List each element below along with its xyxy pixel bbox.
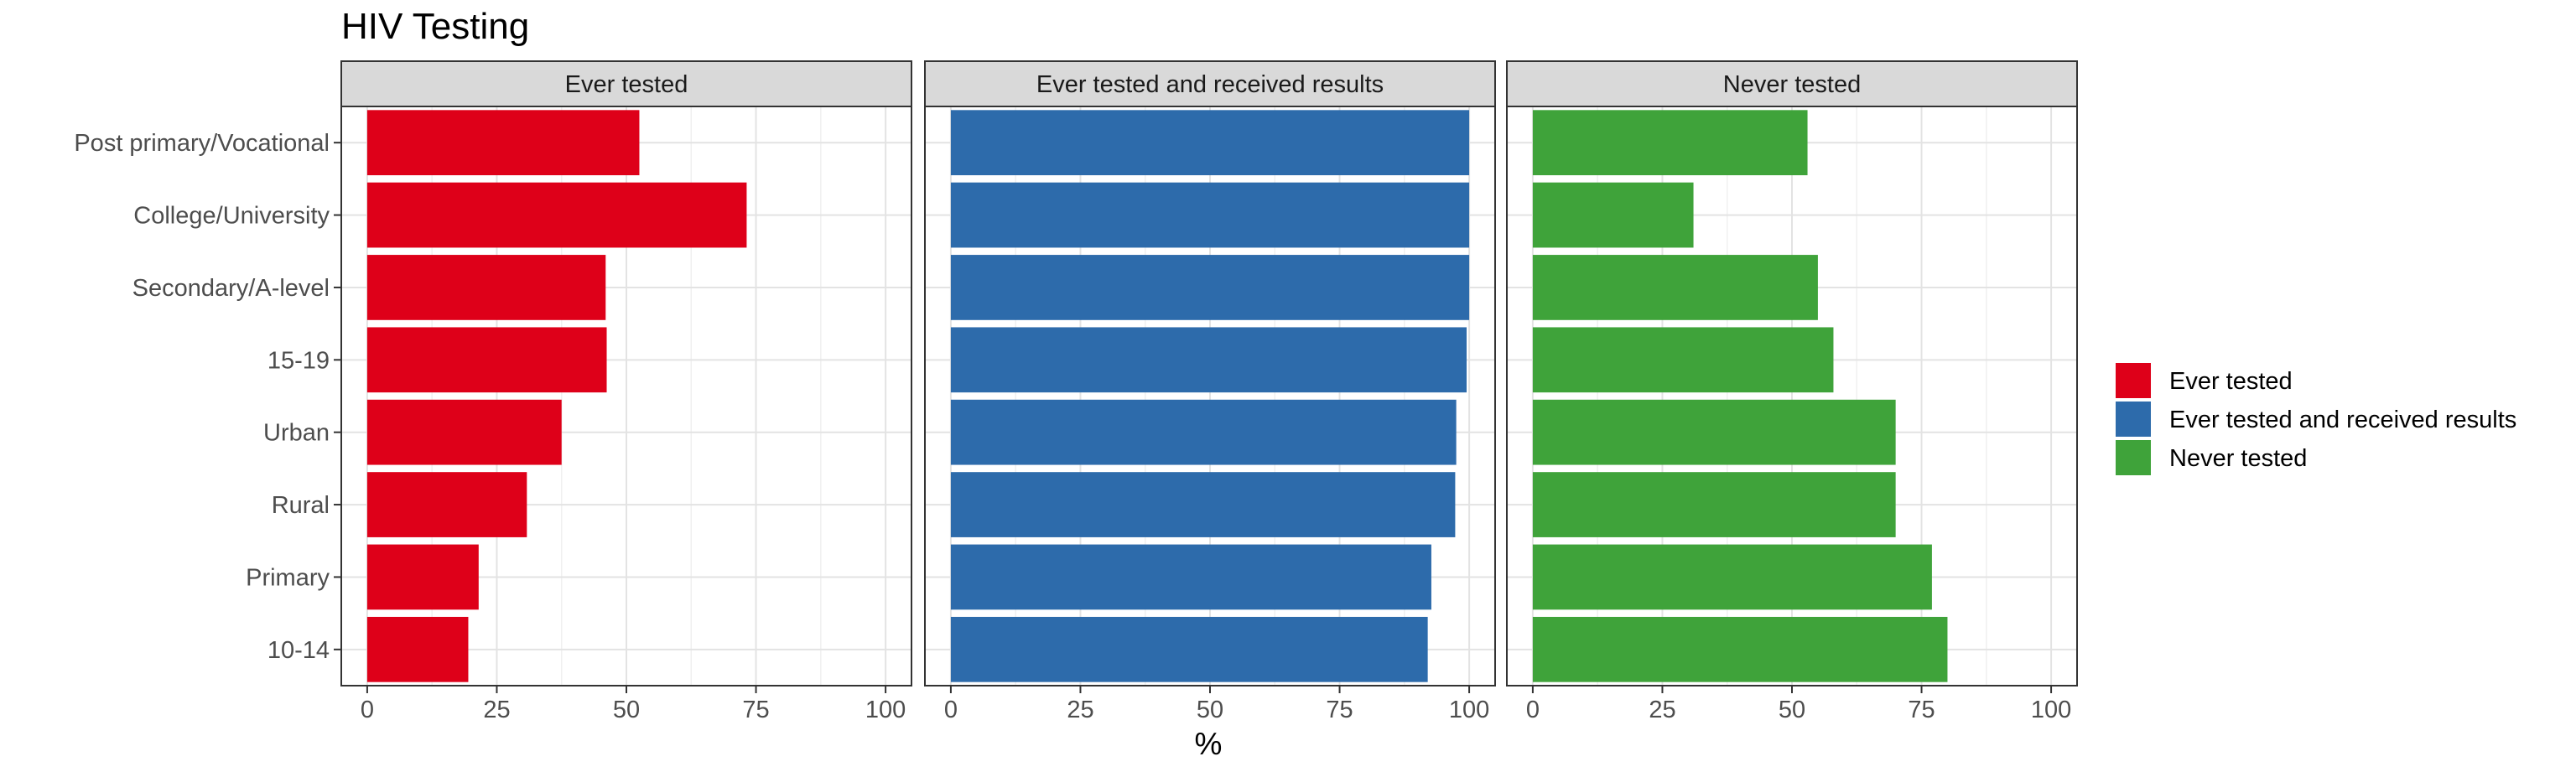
bar-primary (366, 544, 479, 610)
facet-strip (340, 60, 912, 107)
y-tick-label: Secondary/A-level (132, 275, 330, 302)
facet-strip-label: Ever tested (565, 71, 688, 98)
bar-post-primary-vocational (950, 110, 1470, 176)
y-tick-label: Urban (263, 420, 330, 447)
y-tick-label: 15-19 (267, 347, 330, 374)
bar-10-14 (1532, 616, 1948, 682)
bar-secondary-a-level (366, 255, 606, 320)
legend: Ever tested Ever tested and received resu… (2116, 363, 2516, 475)
x-tick-label: 100 (1449, 697, 1489, 723)
facet-strip (924, 60, 1496, 107)
bar-urban (1532, 399, 1896, 465)
bar-rural (366, 472, 527, 537)
x-tick-label: 25 (1649, 697, 1675, 723)
x-tick-label: 50 (1779, 697, 1805, 723)
legend-label: Ever tested (2169, 368, 2293, 395)
legend-label: Ever tested and received results (2169, 407, 2516, 433)
bar-college-university (1532, 182, 1694, 248)
facet-panel-2: Ever tested and received results 0 25 50 75 1… (924, 60, 1496, 723)
y-axis: Post primary/Vocational College/Universit… (74, 130, 341, 664)
legend-key (2116, 440, 2151, 475)
bar-15-19 (950, 327, 1467, 393)
x-tick-label: 25 (483, 697, 510, 723)
bar-urban (366, 399, 562, 465)
x-axis-title: % (1195, 727, 1223, 761)
chart-title: HIV Testing (341, 6, 529, 47)
x-tick-label: 0 (1526, 697, 1540, 723)
bar-10-14 (366, 616, 469, 682)
x-tick-label: 50 (1197, 697, 1223, 723)
bar-urban (950, 399, 1457, 465)
facet-panel-3: Never tested 0 25 50 75 100 (1506, 60, 2078, 723)
y-tick-label: 10-14 (267, 637, 330, 664)
bar-post-primary-vocational (1532, 110, 1808, 176)
bar-secondary-a-level (1532, 255, 1818, 320)
bar-primary (1532, 544, 1932, 610)
bar-rural (1532, 472, 1896, 537)
bar-college-university (366, 182, 747, 248)
bar-15-19 (366, 327, 607, 393)
facet-panel-1: Ever tested 0 25 50 75 100 (340, 60, 912, 723)
x-tick-label: 75 (742, 697, 769, 723)
x-tick-label: 75 (1908, 697, 1935, 723)
legend-key (2116, 402, 2151, 437)
bar-10-14 (950, 616, 1428, 682)
bar-secondary-a-level (950, 255, 1470, 320)
bar-rural (950, 472, 1456, 537)
y-tick-label: Rural (272, 492, 330, 519)
bar-college-university (950, 182, 1470, 248)
x-tick-label: 50 (613, 697, 640, 723)
bar-primary (950, 544, 1431, 610)
x-tick-label: 0 (361, 697, 374, 723)
legend-key (2116, 363, 2151, 398)
x-tick-label: 100 (865, 697, 906, 723)
legend-label: Never tested (2169, 445, 2307, 472)
y-tick-label: College/University (133, 203, 330, 230)
x-tick-label: 100 (2031, 697, 2071, 723)
y-tick-label: Post primary/Vocational (74, 130, 330, 157)
bar-15-19 (1532, 327, 1834, 393)
facet-strip (1506, 60, 2078, 107)
x-tick-label: 0 (944, 697, 958, 723)
x-tick-label: 25 (1067, 697, 1093, 723)
bar-post-primary-vocational (366, 110, 640, 176)
facet-strip-label: Never tested (1723, 71, 1861, 98)
facet-strip-label: Ever tested and received results (1036, 71, 1384, 98)
x-tick-label: 75 (1326, 697, 1353, 723)
y-tick-label: Primary (246, 564, 330, 591)
